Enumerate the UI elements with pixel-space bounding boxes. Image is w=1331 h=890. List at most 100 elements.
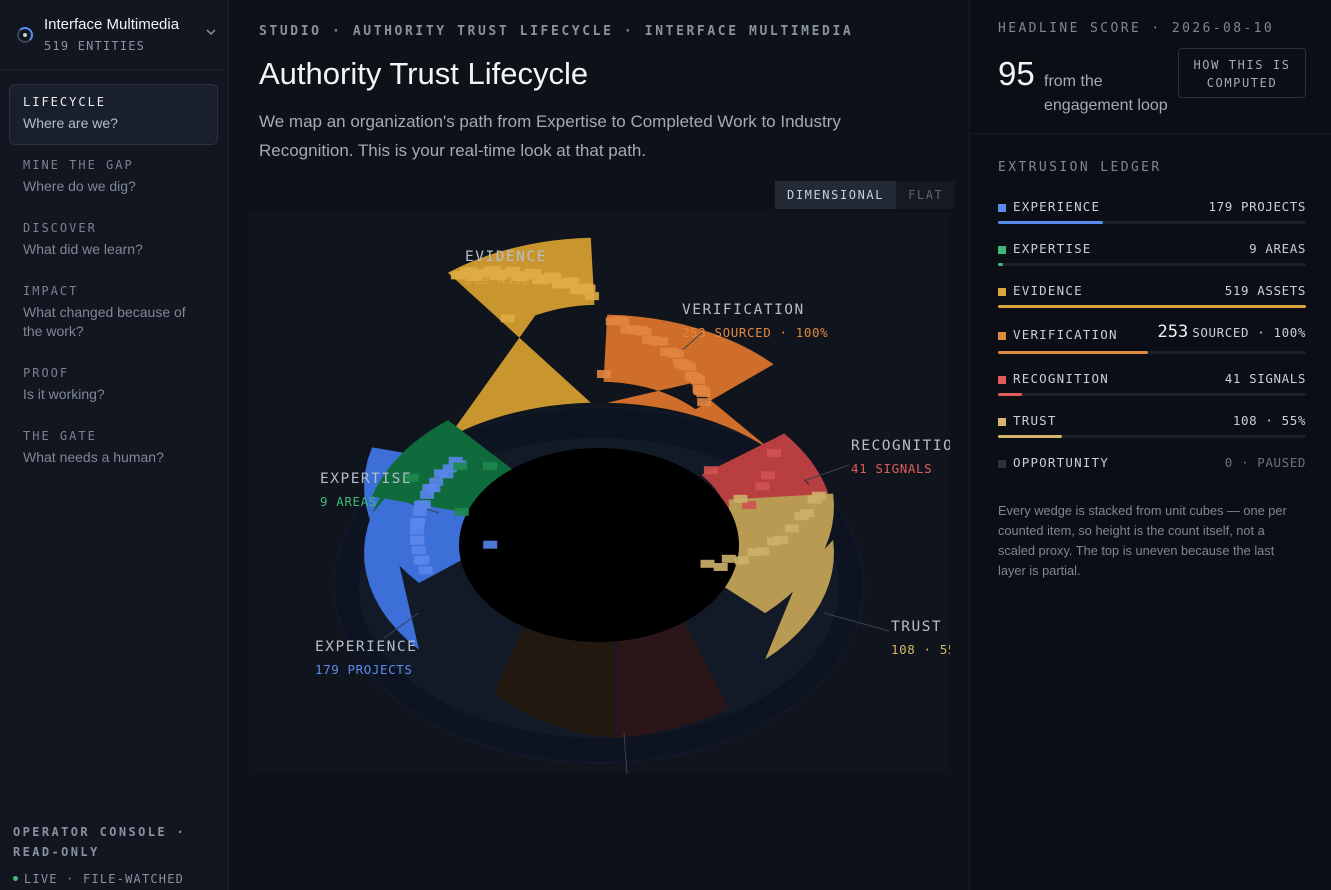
nav-item-lifecycle[interactable]: LIFECYCLE Where are we?	[9, 84, 218, 145]
lifecycle-nav: LIFECYCLE Where are we? MINE THE GAP Whe…	[9, 84, 218, 481]
nav-item-impact[interactable]: IMPACT What changed because of the work?	[9, 273, 218, 353]
ledger-row-name: RECOGNITION	[1013, 371, 1109, 386]
nav-item-proof[interactable]: PROOF Is it working?	[9, 355, 218, 416]
page-title: Authority Trust Lifecycle	[259, 56, 589, 91]
headline-score-value: 95	[998, 55, 1035, 92]
unit-cube	[442, 464, 457, 473]
unit-cube	[634, 326, 649, 335]
nav-item-question: What did we learn?	[23, 241, 143, 257]
nav-item-key: THE GATE	[23, 429, 97, 443]
unit-cube	[532, 275, 547, 284]
swatch	[998, 332, 1006, 340]
swatch	[998, 418, 1006, 426]
ledger-row-opportunity[interactable]: OPPORTUNITY 0 · PAUSED	[998, 452, 1306, 494]
extrusion-ledger: EXPERIENCE 179 PROJECTS EXPERTISE 9 AREA…	[998, 196, 1306, 494]
unit-cubes	[404, 266, 826, 575]
unit-cube	[511, 273, 526, 282]
ledger-row-bar	[998, 305, 1306, 308]
ledger-row-bar-fill	[998, 393, 1023, 396]
nav-item-question: Is it working?	[23, 386, 105, 402]
nav-item-mine-the-gap[interactable]: MINE THE GAP Where do we dig?	[9, 147, 218, 208]
swatch	[998, 460, 1006, 468]
nav-item-key: MINE THE GAP	[23, 158, 134, 172]
nav-item-key: DISCOVER	[23, 221, 97, 235]
ledger-row-trust[interactable]: TRUST 108 · 55%	[998, 410, 1306, 452]
unit-cube	[409, 526, 424, 535]
wedge-base-trust	[616, 613, 729, 738]
view-flat-button[interactable]: FLAT	[908, 188, 944, 202]
leader-line	[678, 330, 705, 354]
ledger-row-bar-fill	[998, 435, 1063, 438]
unit-cube	[646, 335, 661, 344]
unit-cube	[734, 556, 749, 565]
divider	[0, 69, 229, 70]
unit-cube	[551, 280, 566, 289]
unit-cube	[747, 548, 762, 557]
label-experience-name: EXPERIENCE	[315, 639, 417, 655]
chart-axis-line	[623, 732, 628, 774]
ledger-row-name: VERIFICATION	[1013, 327, 1118, 342]
ledger-row-name: EXPERTISE	[1013, 241, 1092, 256]
nav-item-key: IMPACT	[23, 284, 79, 298]
ledger-row-bar-fill	[998, 263, 1004, 266]
sidebar: Interface Multimedia 519 ENTITIES LIFECY…	[0, 0, 229, 890]
page-description: We map an organization's path from Exper…	[259, 112, 841, 160]
headline-score-label: HEADLINE SCORE · 2026-08-10	[998, 21, 1275, 36]
operator-console-label: OPERATOR CONSOLE · READ-ONLY	[13, 825, 187, 859]
ledger-row-bar	[998, 263, 1306, 266]
live-status-text: LIVE · FILE-WATCHED	[24, 872, 185, 886]
label-verification-value: 253 SOURCED · 100%	[682, 325, 828, 340]
label-verification-name: VERIFICATION	[682, 302, 805, 318]
how-computed-button[interactable]: HOW THIS IS COMPUTED	[1178, 48, 1306, 98]
unit-cube	[760, 471, 775, 480]
swatch	[998, 246, 1006, 254]
ledger-row-expertise[interactable]: EXPERTISE 9 AREAS	[998, 238, 1306, 280]
leader-line	[803, 464, 850, 482]
chevron-down-icon[interactable]	[203, 24, 219, 40]
unit-cube	[664, 347, 679, 356]
ledger-row-evidence[interactable]: EVIDENCE 519 ASSETS	[998, 280, 1306, 322]
unit-cube	[742, 501, 757, 510]
label-recognition-value: 41 SIGNALS	[851, 461, 932, 476]
ledger-row-recognition[interactable]: RECOGNITION 41 SIGNALS	[998, 368, 1306, 410]
ledger-row-experience[interactable]: EXPERIENCE 179 PROJECTS	[998, 196, 1306, 238]
nav-item-discover[interactable]: DISCOVER What did we learn?	[9, 210, 218, 271]
swatch	[998, 376, 1006, 384]
label-expertise-name: EXPERTISE	[320, 471, 412, 487]
ledger-row-big-value: 253	[1157, 322, 1189, 342]
ledger-row-bar-fill	[998, 351, 1148, 354]
org-entity-count: 519 ENTITIES	[44, 39, 146, 53]
org-switcher[interactable]: Interface Multimedia 519 ENTITIES	[14, 14, 219, 58]
wedge-verification	[603, 314, 774, 453]
unit-cube	[811, 491, 826, 500]
leader-line	[823, 612, 890, 632]
ledger-row-value: 108 · 55%	[1232, 413, 1306, 428]
unit-cube	[544, 272, 559, 281]
ledger-row-value: 0 · PAUSED	[1224, 455, 1306, 470]
label-expertise-value: 9 AREAS	[320, 494, 377, 509]
main-panel: STUDIO · AUTHORITY TRUST LIFECYCLE · INT…	[229, 0, 969, 890]
ledger-row-value: 179 PROJECTS	[1208, 199, 1306, 214]
unit-cube	[713, 562, 728, 571]
unit-cube	[703, 466, 718, 475]
unit-cube	[653, 337, 668, 346]
chart-center-hole	[459, 448, 739, 642]
ledger-row-name: TRUST	[1013, 413, 1057, 428]
unit-cube	[506, 266, 521, 275]
unit-cube	[483, 461, 498, 470]
lifecycle-chart: EVIDENCE 519 ASSETS VERIFICATION 253 SOU…	[249, 213, 950, 774]
label-recognition-name: RECOGNITIO	[851, 438, 950, 454]
divider	[970, 133, 1331, 134]
view-dimensional-button[interactable]: DIMENSIONAL	[775, 181, 897, 209]
leader-line	[383, 612, 420, 639]
ledger-row-bar-fill	[998, 305, 1306, 308]
unit-cube	[611, 316, 626, 325]
unit-cube	[497, 269, 512, 278]
unit-cube	[695, 387, 710, 396]
unit-cube	[673, 358, 688, 367]
ledger-row-value-wrap: 253 SOURCED · 100%	[1158, 322, 1306, 342]
live-dot-icon	[13, 876, 18, 881]
nav-item-the-gate[interactable]: THE GATE What needs a human?	[9, 418, 218, 479]
ledger-row-verification[interactable]: VERIFICATION 253 SOURCED · 100%	[998, 322, 1306, 368]
ledger-title: EXTRUSION LEDGER	[998, 160, 1162, 175]
